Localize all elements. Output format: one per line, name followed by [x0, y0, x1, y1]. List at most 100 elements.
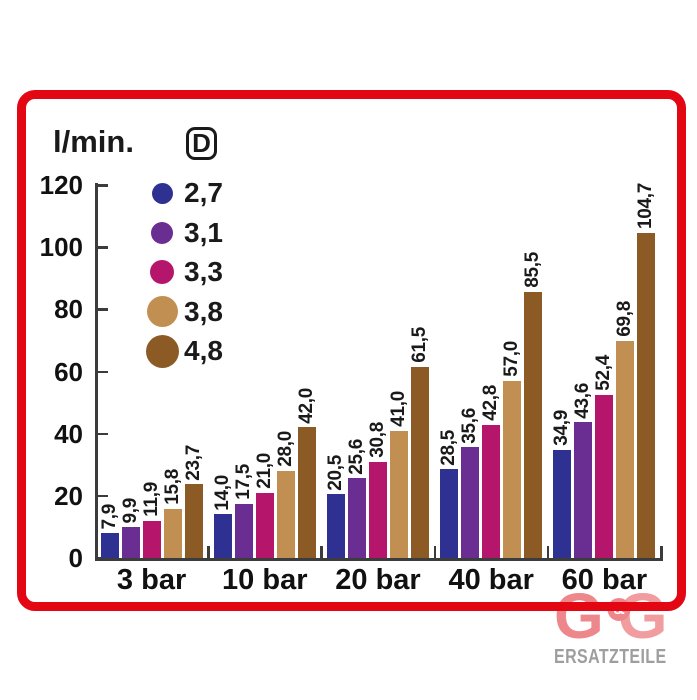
y-tick-label: 80 — [54, 294, 83, 325]
bar-cell: 61,5 — [409, 100, 430, 558]
bar — [553, 449, 572, 558]
logo-letter-g-left: G — [554, 580, 604, 652]
bar — [184, 484, 203, 558]
bar-cell: 30,8 — [366, 100, 388, 558]
bar-cell: 17,5 — [232, 100, 254, 558]
legend-label: 2,7 — [184, 177, 223, 208]
bar — [503, 380, 522, 558]
bar-value-label: 41,0 — [387, 390, 409, 427]
bar-cell: 57,0 — [501, 100, 523, 558]
legend-swatch — [151, 221, 173, 244]
bar-value-label: 42,8 — [480, 385, 502, 421]
legend-swatch — [150, 260, 174, 284]
bar — [616, 341, 635, 558]
bar-value-label: 11,9 — [140, 482, 162, 518]
bar-value-label: 7,9 — [98, 503, 120, 530]
bar — [637, 232, 656, 558]
bar-group: 34,9 43,6 52,4 69,8 104,7 — [548, 100, 661, 558]
bar-cell: 42,8 — [480, 100, 502, 558]
brand-subtitle: ERSATZTEILE — [554, 646, 667, 668]
x-axis-tick — [433, 546, 437, 558]
bar-cell: 21,0 — [253, 100, 275, 558]
legend-title: D — [192, 128, 211, 158]
bar-group: 14,0 17,5 21,0 28,0 42,0 — [208, 100, 321, 558]
x-category-label: 20 bar — [335, 564, 421, 596]
bar-value-label: 21,0 — [253, 452, 275, 489]
bar — [234, 503, 253, 558]
bar-value-label: 35,6 — [459, 407, 481, 444]
bar-value-label: 17,5 — [232, 463, 254, 500]
x-category-label: 3 bar — [116, 564, 187, 596]
bar — [410, 366, 429, 558]
bar-value-label: 42,0 — [295, 387, 317, 424]
bar — [163, 508, 182, 558]
bar-cell: 9,9 — [120, 100, 141, 558]
bar — [142, 521, 161, 558]
bar — [347, 478, 366, 558]
x-axis-tick — [546, 546, 550, 558]
bar-cell: 104,7 — [635, 100, 656, 558]
legend-swatch — [146, 296, 178, 327]
bar — [574, 422, 593, 558]
bar-value-label: 57,0 — [501, 341, 523, 377]
bar-value-label: 23,7 — [182, 444, 204, 481]
bar-group: 7,9 9,9 11,9 15,8 23,7 — [95, 100, 208, 558]
bar-cell: 25,6 — [346, 100, 367, 558]
bar-cell: 52,4 — [593, 100, 614, 558]
bar-cell: 85,5 — [522, 100, 544, 558]
bar-value-label: 30,8 — [366, 422, 388, 459]
bar-cell: 20,5 — [324, 100, 346, 558]
bar-group: 20,5 25,6 30,8 41,0 61,5 — [321, 100, 434, 558]
bar-cell: 11,9 — [140, 100, 162, 558]
bar-cell: 28,0 — [274, 100, 296, 558]
bar-cell: 41,0 — [387, 100, 409, 558]
y-tick-label: 20 — [54, 480, 83, 511]
legend-label: 3,8 — [184, 295, 223, 327]
bar-cell: 42,0 — [295, 100, 317, 558]
legend-swatch — [145, 334, 179, 368]
bar-value-label: 34,9 — [551, 409, 573, 446]
bar — [524, 292, 543, 558]
y-axis-tick — [98, 308, 108, 311]
bar-value-label: 28,5 — [438, 429, 460, 466]
y-axis-tick — [98, 494, 108, 498]
bar — [461, 447, 480, 558]
bar-value-label: 15,8 — [161, 469, 183, 505]
bar-value-label: 14,0 — [211, 474, 233, 511]
y-tick-label: 60 — [54, 356, 83, 387]
y-axis-line — [95, 183, 98, 561]
x-category-label: 40 bar — [448, 564, 534, 596]
x-axis-tick — [320, 546, 323, 558]
bar-value-label: 20,5 — [324, 454, 346, 491]
x-axis-tick — [207, 546, 210, 558]
y-tick-label: 120 — [39, 170, 83, 200]
y-tick-label: 0 — [68, 543, 83, 573]
y-axis-unit-label: l/min. — [53, 124, 134, 159]
bar — [213, 514, 232, 558]
bar — [326, 494, 345, 558]
bar-cell: 35,6 — [459, 100, 481, 558]
bar-value-label: 28,0 — [274, 431, 296, 467]
bar-cell: 7,9 — [98, 100, 120, 558]
bar-value-label: 69,8 — [614, 301, 636, 338]
y-tick-label: 100 — [39, 232, 83, 263]
bar-cell: 43,6 — [572, 100, 593, 558]
legend-swatch — [151, 182, 173, 204]
bar — [297, 427, 316, 558]
bar-value-label: 85,5 — [522, 252, 544, 289]
bar-cell: 34,9 — [551, 100, 573, 558]
legend-label: 3,3 — [184, 256, 223, 287]
x-axis-tick — [660, 546, 663, 558]
bar — [121, 527, 140, 558]
bar-group: 28,5 35,6 42,8 57,0 85,5 — [435, 100, 548, 558]
legend-label: 3,1 — [184, 216, 223, 248]
x-category-label: 60 bar — [561, 564, 648, 596]
legend-label: 4,8 — [184, 335, 223, 366]
bar-cell: 28,5 — [438, 100, 460, 558]
y-axis-tick — [98, 184, 108, 187]
legend-title-box: D — [186, 127, 217, 160]
bar-cell: 14,0 — [211, 100, 233, 558]
y-tick-label: 40 — [54, 418, 83, 449]
